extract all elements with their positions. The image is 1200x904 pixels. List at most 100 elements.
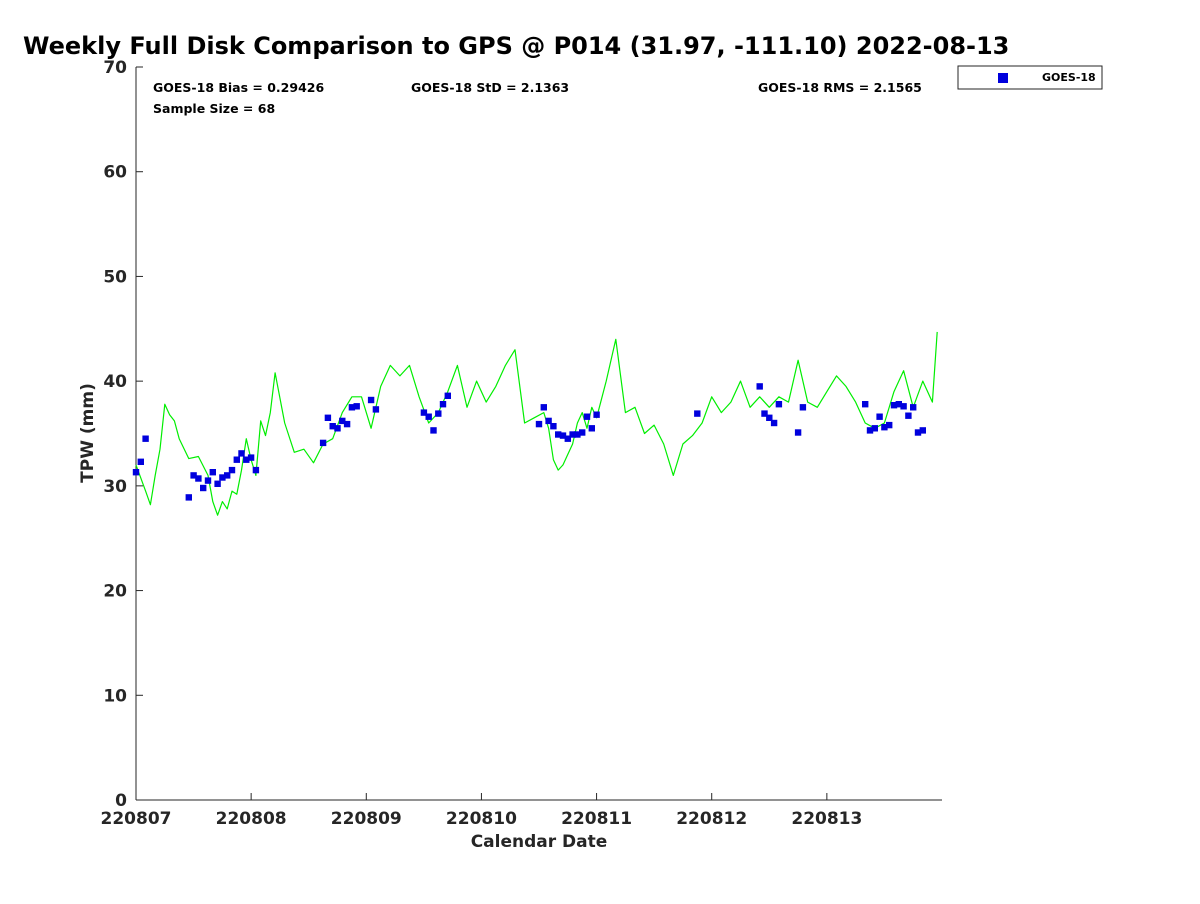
- goes-18-point: [252, 466, 260, 474]
- goes-18-point: [881, 424, 888, 431]
- goes-18-point: [914, 429, 922, 436]
- goes-18-point: [919, 427, 926, 434]
- goes-18-point: [540, 404, 547, 411]
- legend-marker: [998, 73, 1008, 83]
- goes-18-point: [439, 401, 447, 408]
- x-tick-label: 220808: [216, 809, 287, 829]
- goes-18-point: [900, 403, 907, 410]
- goes-18-point: [137, 458, 144, 465]
- goes-18-point: [876, 413, 883, 420]
- legend-box: [957, 65, 1103, 90]
- goes-18-point: [766, 414, 773, 421]
- goes-18-point: [895, 401, 902, 408]
- y-tick-label: 10: [103, 686, 127, 706]
- sample-size-stat: Sample Size = 68: [153, 101, 275, 116]
- goes-18-point: [799, 404, 807, 411]
- goes-18-point: [862, 401, 869, 408]
- x-axis-ticks: 220807 220808 220809 220810 220811 220812 2208…: [101, 793, 862, 829]
- y-tick-label: 50: [103, 267, 127, 287]
- bias-stat: GOES-18 Bias = 0.29426: [153, 80, 324, 95]
- goes-18-point: [559, 432, 567, 439]
- goes-18-point: [214, 480, 221, 487]
- goes-18-point: [185, 494, 192, 501]
- goes-18-point: [905, 412, 912, 419]
- goes-18-point: [353, 403, 360, 410]
- goes-18-point: [329, 423, 336, 430]
- goes-18-point: [564, 435, 571, 442]
- goes-18-point: [550, 423, 557, 430]
- goes-18-point: [794, 429, 802, 436]
- rms-stat: GOES-18 RMS = 2.1565: [758, 80, 922, 95]
- goes-18-point: [569, 431, 576, 438]
- plot-area: [136, 67, 942, 800]
- goes-18-point: [583, 413, 591, 420]
- goes-18-point: [209, 469, 216, 476]
- goes-18-point: [444, 392, 451, 399]
- goes-18-point: [770, 419, 778, 427]
- series-layer: [132, 331, 938, 516]
- goes-18-point: [200, 484, 207, 492]
- goes-18-point: [132, 469, 140, 476]
- y-tick-label: 20: [103, 582, 127, 602]
- y-tick-label: 70: [103, 58, 127, 78]
- x-tick-label: 220812: [676, 809, 747, 829]
- goes-18-point: [890, 402, 898, 409]
- goes-18-point: [142, 435, 149, 442]
- goes-18-point: [339, 417, 346, 425]
- x-axis-label: Calendar Date: [471, 832, 608, 852]
- goes-18-point: [535, 420, 543, 428]
- goes-18-point: [886, 421, 893, 429]
- goes-18-point: [579, 429, 586, 436]
- goes-18-point: [425, 413, 432, 420]
- x-tick-label: 220811: [561, 809, 632, 829]
- goes-18-point: [324, 414, 332, 421]
- x-tick-label: 220813: [791, 809, 862, 829]
- goes-18-point: [372, 406, 380, 413]
- goes-18-point: [228, 466, 236, 474]
- goes-18-point: [238, 450, 245, 457]
- y-axis-label: TPW (mm): [78, 383, 98, 483]
- goes-18-point: [420, 409, 428, 416]
- goes-18-point: [334, 425, 341, 432]
- goes-18-point: [233, 456, 240, 463]
- goes-18-point: [756, 383, 763, 390]
- goes-18-point: [871, 425, 878, 432]
- goes-18-point: [555, 431, 562, 438]
- goes-18-point: [866, 427, 874, 434]
- x-tick-label: 220810: [446, 809, 517, 829]
- y-tick-label: 40: [103, 372, 127, 392]
- goes-18-point: [348, 404, 356, 411]
- goes-18-point: [319, 439, 327, 447]
- goes-18-point: [694, 410, 701, 417]
- goes-18-point: [204, 477, 212, 484]
- goes-18-point: [775, 401, 783, 408]
- x-tick-label: 220809: [331, 809, 402, 829]
- x-tick-label: 220807: [101, 809, 172, 829]
- goes-18-point: [910, 404, 917, 411]
- legend: GOES-18: [957, 65, 1103, 90]
- goes-18-point: [219, 474, 226, 481]
- goes-18-point: [593, 411, 600, 418]
- goes-18-point: [574, 431, 581, 438]
- y-tick-label: 0: [115, 791, 127, 811]
- goes-18-point: [247, 454, 255, 461]
- goes-18-point: [761, 410, 768, 417]
- goes-18-point: [195, 475, 202, 482]
- goes-18-point: [343, 420, 351, 428]
- goes-18-point: [190, 472, 197, 479]
- goes-18-point: [367, 396, 375, 404]
- gps-tpw-line: [135, 331, 938, 516]
- goes-18-point: [430, 427, 437, 434]
- y-tick-label: 60: [103, 163, 127, 183]
- y-tick-label: 30: [103, 477, 127, 497]
- y-axis-ticks: 0 10 20 30 40 50 60 70: [103, 58, 143, 811]
- chart-title: Weekly Full Disk Comparison to GPS @ P01…: [23, 32, 1009, 60]
- goes-18-point: [588, 425, 595, 432]
- goes-18-point: [545, 417, 552, 425]
- goes-18-point: [224, 472, 231, 479]
- goes-18-point: [243, 456, 250, 463]
- legend-label: GOES-18: [1042, 71, 1096, 84]
- std-stat: GOES-18 StD = 2.1363: [411, 80, 569, 95]
